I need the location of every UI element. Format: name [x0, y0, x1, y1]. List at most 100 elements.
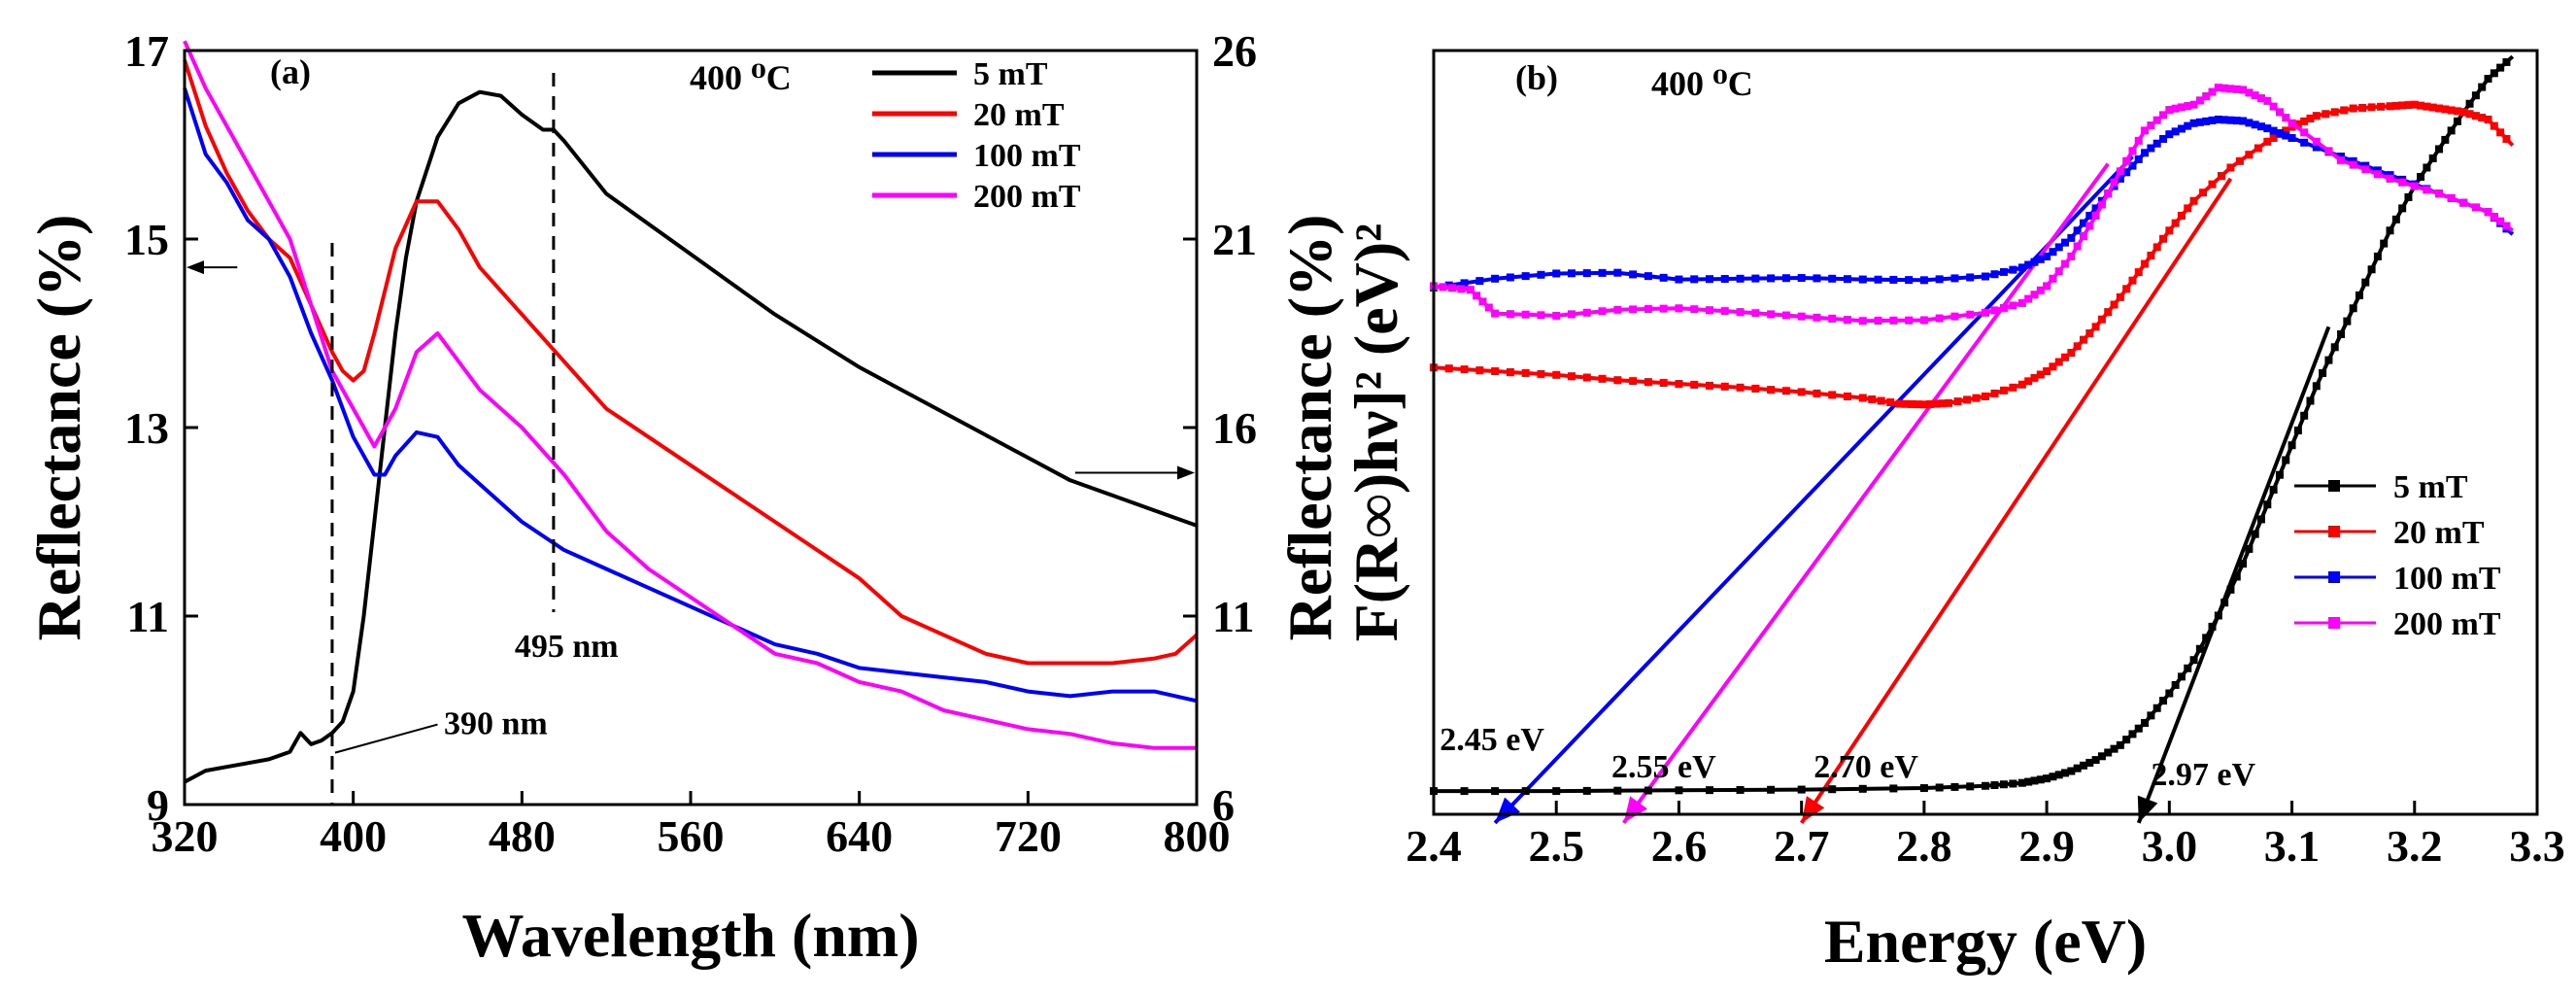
- data-point: [1813, 389, 1821, 397]
- data-point: [2257, 515, 2265, 524]
- data-point: [1932, 399, 1941, 408]
- data-point: [2380, 239, 2389, 248]
- data-point: [2152, 243, 2161, 252]
- annotation-2-70-ev: 2.70 eV: [1813, 749, 1918, 785]
- data-point: [2214, 84, 2222, 92]
- data-point: [2067, 767, 2076, 775]
- data-point: [1751, 309, 1760, 318]
- data-point: [1953, 397, 1962, 406]
- data-point: [1990, 389, 1999, 397]
- data-point: [2104, 308, 2113, 317]
- data-point: [2177, 103, 2186, 112]
- data-point: [2159, 134, 2168, 143]
- data-point: [1736, 785, 1745, 794]
- data-point: [2226, 163, 2235, 172]
- data-point: [2030, 258, 2039, 266]
- panel-b: 2.4 2.5 2.6 2.7 2.8 2.9 3.0 3.1 3.2 3.3 (b) 400 ⁰…: [1341, 49, 2565, 976]
- data-point: [1613, 268, 1622, 277]
- data-point: [1644, 378, 1652, 387]
- series-100-mt: [1430, 115, 2515, 292]
- data-point: [2269, 102, 2278, 111]
- data-point: [2085, 212, 2094, 221]
- data-point: [2208, 87, 2217, 96]
- data-point: [2263, 500, 2272, 509]
- data-point: [1935, 275, 1944, 284]
- data-point: [2073, 226, 2082, 235]
- data-point: [2189, 119, 2198, 127]
- data-point: [2471, 91, 2480, 100]
- data-point: [1751, 384, 1760, 393]
- data-point: [1999, 303, 2008, 312]
- data-point: [2128, 730, 2137, 738]
- data-point: [1521, 368, 1530, 377]
- data-point: [2110, 744, 2118, 753]
- data-point: [1767, 274, 1776, 283]
- y-tick-label-left: 11: [127, 592, 169, 641]
- data-point: [2288, 441, 2296, 450]
- legend-label: 20 mT: [973, 97, 1065, 133]
- data-point: [2110, 178, 2118, 187]
- data-point: [2337, 155, 2346, 164]
- data-point: [1675, 379, 1683, 388]
- data-point: [2349, 160, 2357, 169]
- data-point: [1644, 786, 1652, 795]
- data-point: [2428, 154, 2437, 162]
- annotation-2-97-ev: 2.97 eV: [2151, 757, 2255, 793]
- panel-b-series: [1430, 54, 2515, 796]
- panel-a-annotations: 390 nm 495 nm: [186, 73, 1195, 805]
- data-point: [1568, 372, 1576, 381]
- legend-label: 100 mT: [2393, 561, 2501, 597]
- data-point: [2404, 192, 2413, 201]
- data-point: [2147, 711, 2155, 720]
- data-point: [1675, 786, 1683, 795]
- panel-b-y-axis-title: F(R∞)hν]² (eV)²: [1341, 223, 1410, 642]
- data-point: [1736, 308, 1745, 317]
- data-point: [2447, 193, 2456, 202]
- series-line-100-mt: [1433, 118, 2515, 290]
- data-point: [1475, 366, 1484, 375]
- data-point: [2404, 101, 2413, 110]
- data-point: [1797, 274, 1806, 283]
- data-point: [2269, 485, 2278, 494]
- data-point: [2232, 572, 2241, 581]
- series-20-mt: [1430, 100, 2515, 409]
- data-point: [1901, 399, 1910, 408]
- data-point: [1781, 311, 1790, 320]
- annotation-2-45-ev: 2.45 eV: [1440, 722, 1544, 758]
- data-point: [2054, 771, 2063, 779]
- data-point: [2355, 291, 2363, 299]
- data-point: [1886, 398, 1895, 407]
- data-point: [2141, 259, 2150, 268]
- data-point: [2324, 147, 2333, 155]
- data-point: [2239, 86, 2248, 94]
- panel-b-temperature: 400 ⁰C: [1651, 64, 1753, 103]
- data-point: [2496, 217, 2505, 225]
- data-point: [2361, 165, 2370, 174]
- data-point: [1690, 380, 1699, 389]
- data-point: [1521, 272, 1530, 281]
- data-point: [1629, 305, 1638, 314]
- series-line-5-mt: [184, 89, 1198, 784]
- data-point: [2254, 144, 2262, 153]
- data-point: [2282, 456, 2290, 464]
- x-tick-label: 2.9: [2018, 821, 2075, 871]
- data-point: [1491, 367, 1500, 376]
- data-point: [2465, 110, 2474, 119]
- data-point: [2159, 697, 2168, 705]
- data-point: [1568, 310, 1576, 319]
- arrow-to-left-axis: [186, 260, 238, 275]
- data-point: [2358, 103, 2367, 112]
- data-point: [2324, 356, 2333, 364]
- x-tick-label: 720: [995, 811, 1062, 861]
- panel-a-label: (a): [270, 52, 311, 91]
- panel-a-x-ticks: 320 400 480 560 640 720 800: [152, 791, 1231, 861]
- data-point: [2300, 138, 2309, 147]
- data-point: [2435, 104, 2444, 113]
- data-point: [2496, 128, 2505, 137]
- data-point: [1537, 369, 1545, 378]
- data-point: [2122, 285, 2131, 293]
- data-point: [2189, 100, 2198, 109]
- data-point: [2054, 358, 2063, 366]
- data-point: [2306, 115, 2315, 123]
